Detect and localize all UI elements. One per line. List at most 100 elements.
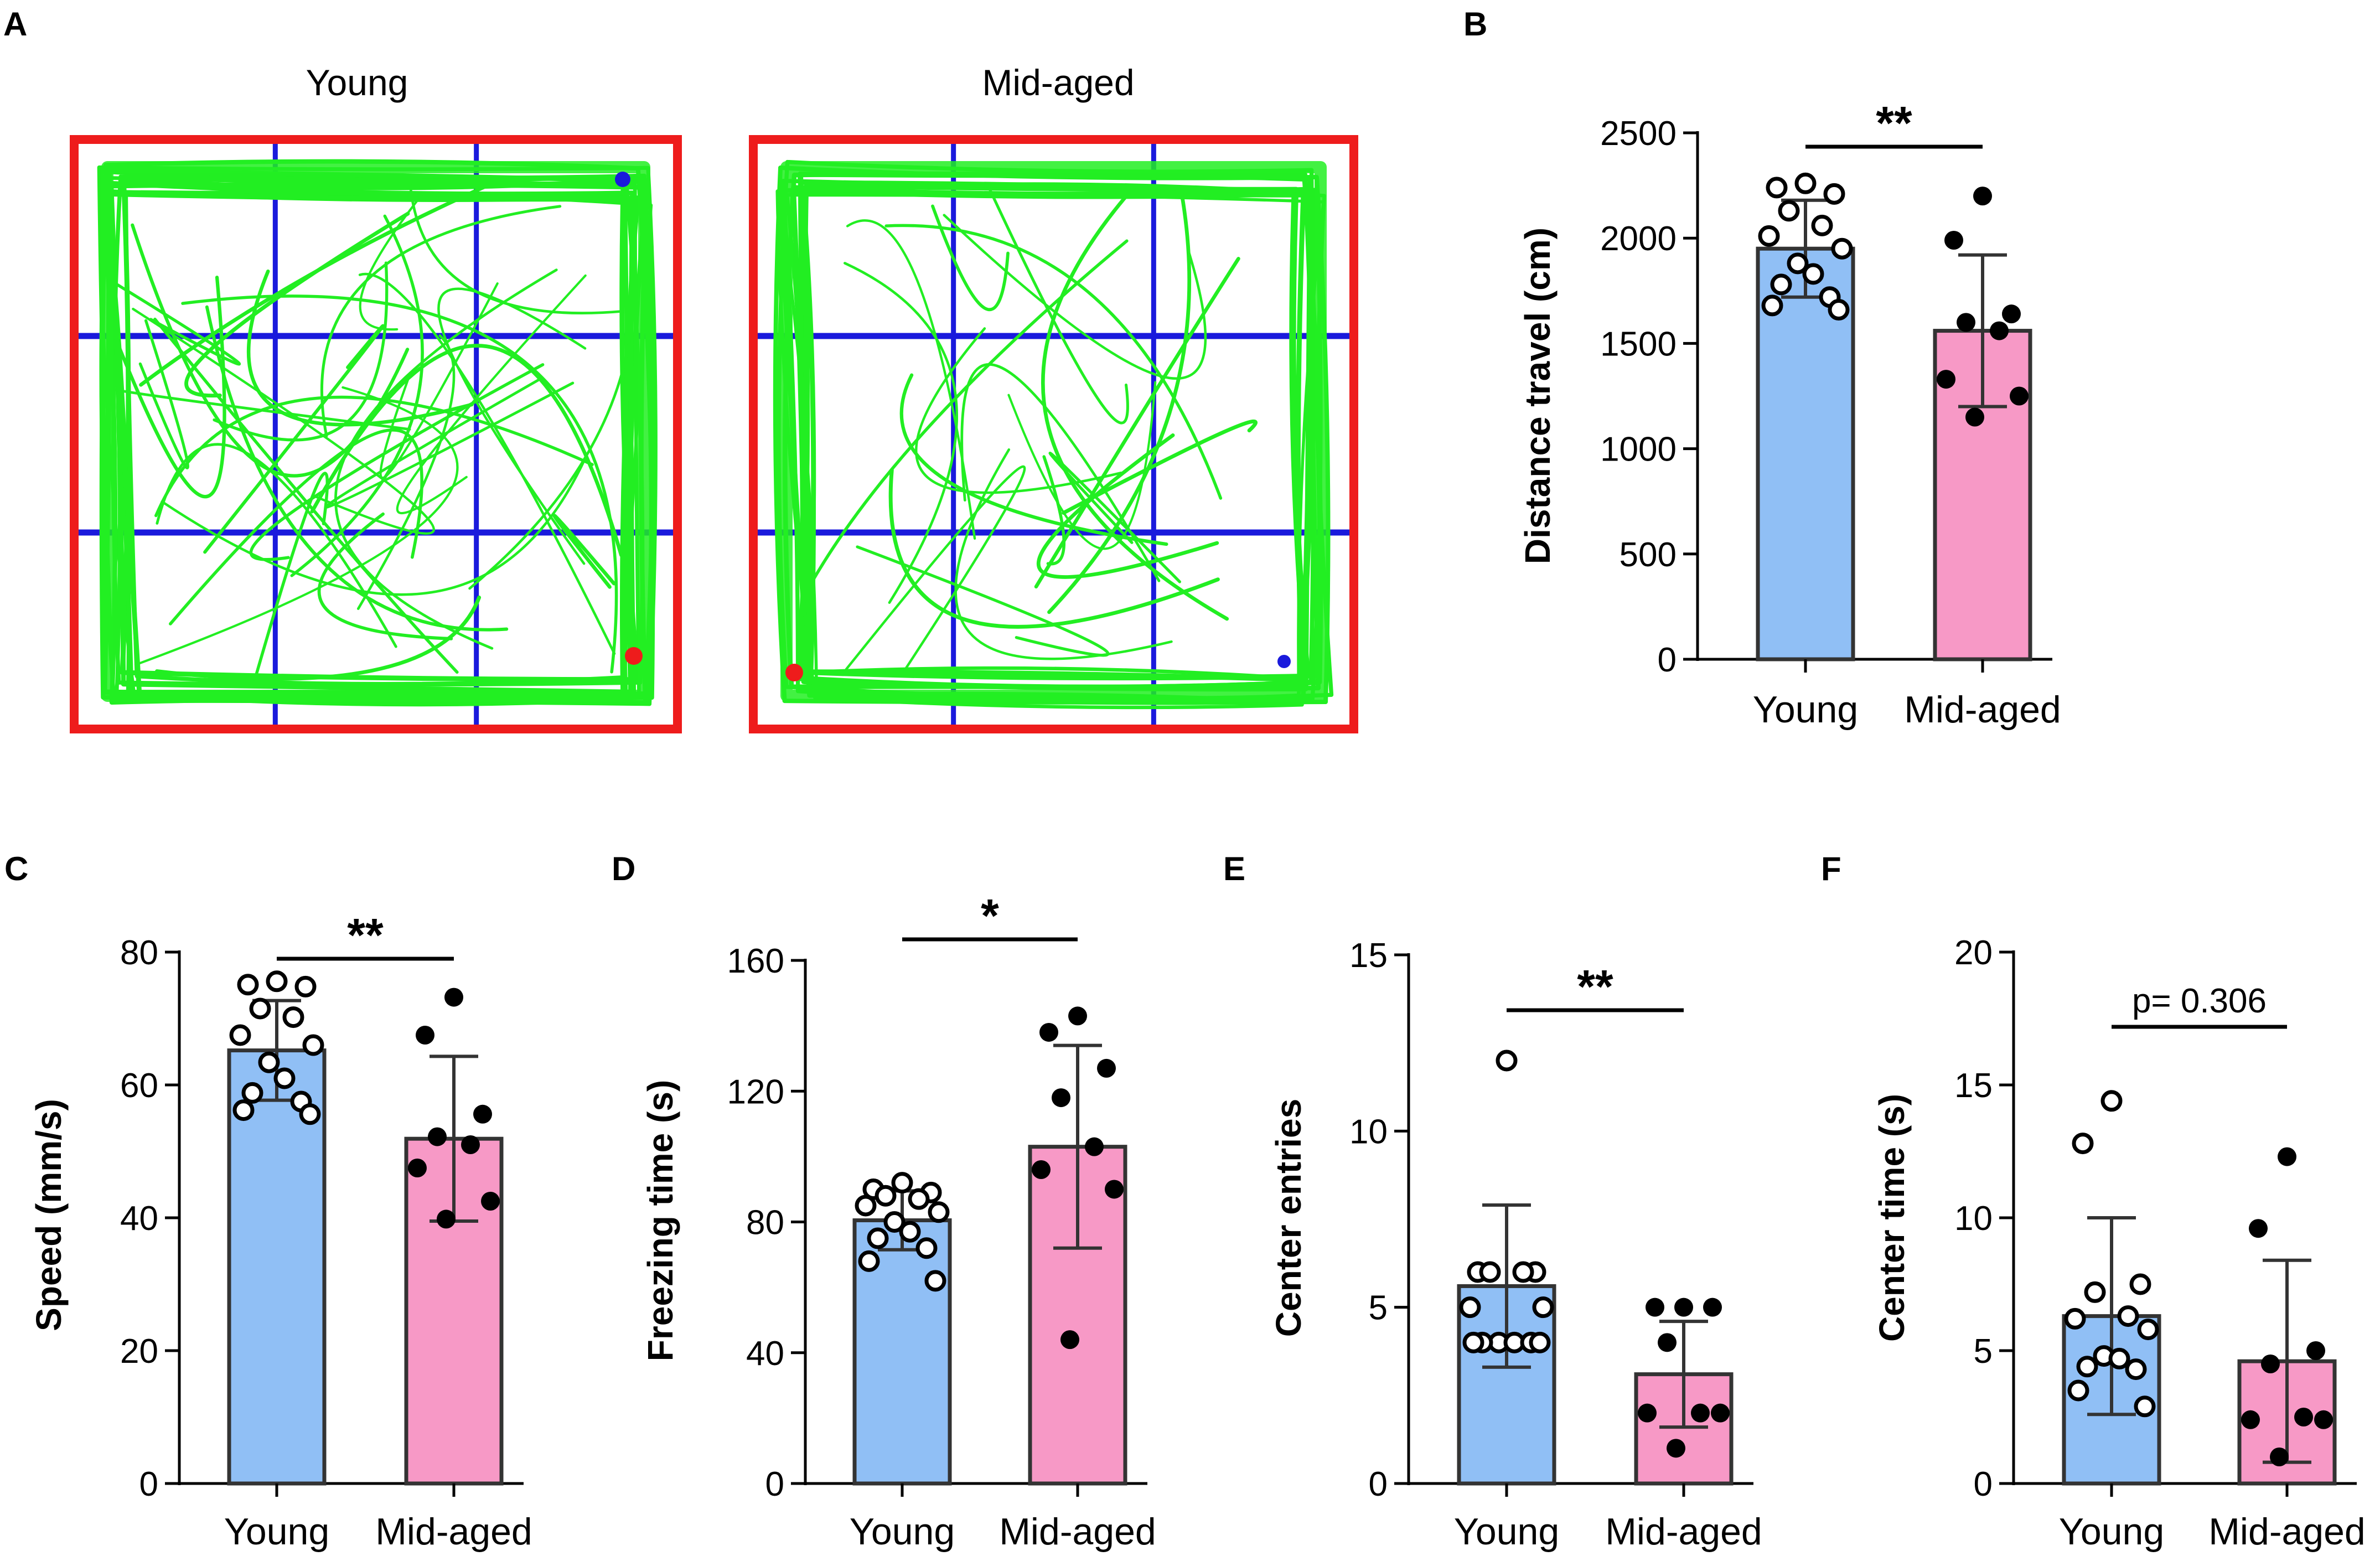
- data-point-midaged: [481, 1192, 500, 1211]
- data-point-midaged: [1711, 1403, 1730, 1423]
- data-point-young: [883, 1211, 906, 1233]
- y-tick-label: 500: [1620, 536, 1677, 574]
- y-tick-label: 0: [765, 1465, 784, 1503]
- data-point-young: [924, 1270, 946, 1292]
- panel-c-chart: C 0 20 40 60 80 Speed (mm/s) Young Mid-aged **: [4, 850, 532, 1553]
- y-tick-label: 40: [746, 1335, 784, 1373]
- y-axis-label: Distance travel (cm): [1518, 228, 1558, 564]
- panel-a: A Young Mid-aged: [3, 6, 1358, 733]
- y-tick-label: 10: [1954, 1200, 1993, 1238]
- error-bar-midaged: [1053, 1043, 1102, 1250]
- arena-young-title: Young: [306, 62, 408, 103]
- panel-b-chart: B 0 500 1000 1500 2000 2500 Distance travel (cm…: [1463, 6, 2061, 731]
- y-axis-label: Center entries: [1269, 1099, 1308, 1337]
- data-point-young: [1787, 252, 1809, 275]
- data-point-young: [858, 1250, 880, 1272]
- y-tick-label: 2500: [1600, 115, 1677, 153]
- end-marker: [625, 647, 643, 665]
- panel-f-chart: F 0 5 10 15 20 Center time (s) Young Mid-aged p= …: [1821, 850, 2366, 1553]
- data-point-young: [2125, 1358, 2147, 1381]
- x-tick-label: Young: [1753, 689, 1858, 731]
- data-point-young: [867, 1227, 889, 1249]
- data-point-young: [2137, 1319, 2159, 1341]
- y-tick-label: 40: [120, 1200, 158, 1238]
- data-point-midaged: [1052, 1088, 1070, 1108]
- panel-f-label: F: [1821, 850, 1841, 887]
- panel-e-label: E: [1223, 850, 1245, 887]
- start-marker: [1277, 655, 1291, 668]
- error-bar-midaged: [1659, 1320, 1708, 1429]
- end-marker: [785, 664, 803, 681]
- data-point-young: [1828, 299, 1850, 321]
- data-point-midaged: [1646, 1297, 1664, 1317]
- data-point-young: [2072, 1133, 2094, 1155]
- x-tick-label: Mid-aged: [375, 1511, 532, 1553]
- significance-label: **: [347, 909, 384, 961]
- data-point-young: [299, 1103, 321, 1125]
- data-point-young: [915, 1237, 938, 1259]
- data-point-young: [928, 1201, 950, 1223]
- data-point-young: [2084, 1281, 2106, 1303]
- arena-midaged: [749, 135, 1358, 733]
- y-tick-label: 5: [1369, 1289, 1388, 1327]
- data-point-midaged: [1990, 321, 2009, 340]
- x-tick-label: Mid-aged: [2208, 1511, 2366, 1553]
- data-point-midaged: [1068, 1006, 1087, 1026]
- significance-label: p= 0.306: [2132, 982, 2267, 1020]
- data-point-young: [282, 1006, 304, 1028]
- y-tick-label: 160: [727, 942, 784, 980]
- x-tick-label: Mid-aged: [999, 1511, 1156, 1553]
- y-tick-label: 20: [120, 1332, 158, 1371]
- y-axis-label: Speed (mm/s): [29, 1099, 69, 1331]
- data-point-young: [1823, 183, 1845, 205]
- y-axis-label: Center time (s): [1872, 1094, 1912, 1342]
- panel-d-label: D: [612, 850, 635, 887]
- y-tick-label: 0: [1974, 1465, 1993, 1503]
- data-point-young: [2100, 1090, 2123, 1112]
- data-point-young: [2117, 1305, 2139, 1327]
- data-point-midaged: [2306, 1341, 2325, 1360]
- y-tick-label: 80: [120, 934, 158, 972]
- start-marker: [615, 172, 630, 187]
- data-point-midaged: [2278, 1147, 2296, 1166]
- y-tick-label: 80: [746, 1204, 784, 1242]
- data-point-midaged: [1937, 370, 1955, 389]
- data-point-young: [232, 1099, 255, 1121]
- data-point-young: [1811, 214, 1833, 236]
- panel-b-label: B: [1463, 6, 1487, 43]
- data-point-young: [899, 1221, 921, 1243]
- x-tick-label: Mid-aged: [1605, 1511, 1762, 1553]
- arena-track: [97, 159, 658, 707]
- data-point-young: [908, 1188, 930, 1210]
- data-point-young: [2134, 1395, 2156, 1418]
- data-point-young: [273, 1067, 296, 1089]
- arena-young: [70, 135, 682, 733]
- data-point-young: [1479, 1261, 1501, 1283]
- y-tick-label: 15: [1954, 1067, 1993, 1105]
- error-bar-midaged: [1958, 253, 2007, 409]
- data-point-midaged: [444, 988, 463, 1007]
- data-point-midaged: [2261, 1355, 2280, 1373]
- data-point-young: [1761, 294, 1783, 317]
- data-point-young: [1766, 177, 1788, 199]
- data-point-young: [266, 970, 288, 992]
- y-tick-label: 120: [727, 1073, 784, 1111]
- data-point-young: [891, 1172, 913, 1194]
- data-point-midaged: [1032, 1160, 1051, 1179]
- data-point-midaged: [1105, 1180, 1124, 1199]
- data-point-young: [302, 1034, 324, 1056]
- y-tick-label: 1500: [1600, 325, 1677, 363]
- y-tick-label: 0: [139, 1465, 158, 1503]
- arena-border: [70, 135, 682, 733]
- data-point-young: [1770, 273, 1792, 296]
- data-point-young: [294, 975, 317, 997]
- y-tick-label: 0: [1369, 1465, 1388, 1503]
- data-point-midaged: [1703, 1297, 1722, 1317]
- data-point-midaged: [1973, 187, 1992, 206]
- y-tick-label: 10: [1349, 1113, 1388, 1151]
- data-point-midaged: [1097, 1058, 1116, 1078]
- y-tick-label: 5: [1974, 1332, 1993, 1371]
- x-tick-label: Young: [850, 1511, 955, 1553]
